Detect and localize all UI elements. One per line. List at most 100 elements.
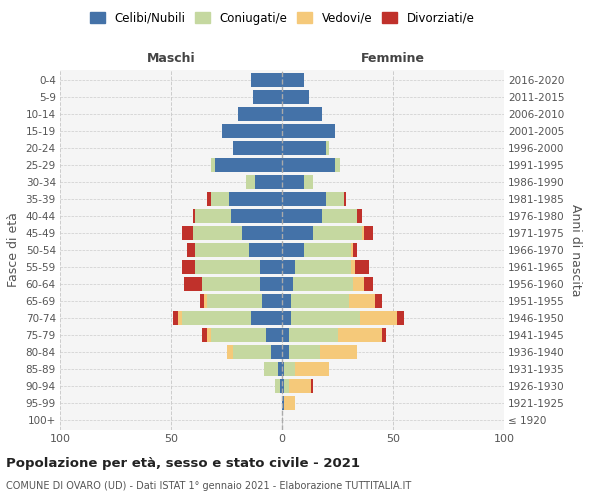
Bar xyxy=(202,277,260,291)
Bar xyxy=(215,158,282,172)
Bar xyxy=(264,362,278,376)
Bar xyxy=(355,260,368,274)
Bar xyxy=(196,209,231,223)
Bar xyxy=(200,294,204,308)
Bar xyxy=(260,260,282,274)
Bar xyxy=(358,209,362,223)
Bar xyxy=(187,243,196,257)
Bar xyxy=(322,209,358,223)
Bar xyxy=(344,192,346,206)
Bar xyxy=(282,90,308,104)
Bar xyxy=(289,379,311,393)
Bar xyxy=(222,124,282,138)
Bar xyxy=(289,328,337,342)
Bar xyxy=(251,311,282,325)
Bar xyxy=(289,345,320,359)
Bar xyxy=(282,158,335,172)
Bar xyxy=(206,294,262,308)
Bar xyxy=(275,379,280,393)
Bar xyxy=(291,294,349,308)
Bar xyxy=(251,73,282,87)
Bar xyxy=(282,345,289,359)
Bar xyxy=(304,175,313,189)
Text: Femmine: Femmine xyxy=(361,52,425,65)
Bar xyxy=(233,345,271,359)
Bar xyxy=(206,328,211,342)
Text: COMUNE DI OVARO (UD) - Dati ISTAT 1° gennaio 2021 - Elaborazione TUTTITALIA.IT: COMUNE DI OVARO (UD) - Dati ISTAT 1° gen… xyxy=(6,481,411,491)
Text: Maschi: Maschi xyxy=(146,52,196,65)
Bar xyxy=(282,277,293,291)
Bar xyxy=(278,362,282,376)
Bar xyxy=(291,311,360,325)
Bar xyxy=(284,379,289,393)
Bar xyxy=(266,328,282,342)
Bar xyxy=(382,328,386,342)
Bar xyxy=(320,345,358,359)
Bar xyxy=(284,362,295,376)
Bar xyxy=(206,192,211,206)
Bar xyxy=(282,192,326,206)
Bar xyxy=(282,311,291,325)
Bar xyxy=(196,260,260,274)
Bar xyxy=(173,311,178,325)
Bar xyxy=(193,226,242,240)
Bar xyxy=(282,379,284,393)
Bar xyxy=(349,294,375,308)
Bar xyxy=(178,311,182,325)
Bar xyxy=(249,243,282,257)
Bar xyxy=(282,124,335,138)
Bar xyxy=(262,294,282,308)
Bar xyxy=(375,294,382,308)
Bar xyxy=(335,158,340,172)
Bar xyxy=(351,243,353,257)
Bar xyxy=(253,90,282,104)
Bar xyxy=(282,243,304,257)
Bar xyxy=(311,379,313,393)
Bar xyxy=(326,141,329,155)
Bar xyxy=(353,243,358,257)
Bar xyxy=(282,226,313,240)
Bar xyxy=(196,243,249,257)
Bar xyxy=(247,175,256,189)
Bar xyxy=(256,175,282,189)
Bar xyxy=(193,209,196,223)
Bar xyxy=(242,226,282,240)
Bar xyxy=(211,328,266,342)
Bar xyxy=(227,345,233,359)
Bar xyxy=(184,277,202,291)
Bar xyxy=(282,209,322,223)
Bar xyxy=(351,260,355,274)
Text: Popolazione per età, sesso e stato civile - 2021: Popolazione per età, sesso e stato civil… xyxy=(6,458,360,470)
Y-axis label: Fasce di età: Fasce di età xyxy=(7,212,20,288)
Bar xyxy=(282,362,284,376)
Bar xyxy=(362,226,364,240)
Bar xyxy=(229,192,282,206)
Bar xyxy=(397,311,404,325)
Bar xyxy=(260,277,282,291)
Bar xyxy=(295,362,329,376)
Bar xyxy=(293,277,353,291)
Bar xyxy=(280,379,282,393)
Bar xyxy=(304,243,351,257)
Bar xyxy=(337,328,382,342)
Bar xyxy=(282,141,326,155)
Y-axis label: Anni di nascita: Anni di nascita xyxy=(569,204,581,296)
Bar xyxy=(313,226,362,240)
Bar xyxy=(284,396,295,410)
Bar xyxy=(182,311,251,325)
Bar xyxy=(364,277,373,291)
Legend: Celibi/Nubili, Coniugati/e, Vedovi/e, Divorziati/e: Celibi/Nubili, Coniugati/e, Vedovi/e, Di… xyxy=(85,7,479,30)
Bar xyxy=(271,345,282,359)
Bar xyxy=(202,328,206,342)
Bar xyxy=(233,141,282,155)
Bar xyxy=(282,107,322,121)
Bar xyxy=(231,209,282,223)
Bar xyxy=(295,260,351,274)
Bar xyxy=(282,73,304,87)
Bar xyxy=(182,260,196,274)
Bar xyxy=(238,107,282,121)
Bar xyxy=(182,226,193,240)
Bar xyxy=(364,226,373,240)
Bar xyxy=(211,158,215,172)
Bar xyxy=(326,192,344,206)
